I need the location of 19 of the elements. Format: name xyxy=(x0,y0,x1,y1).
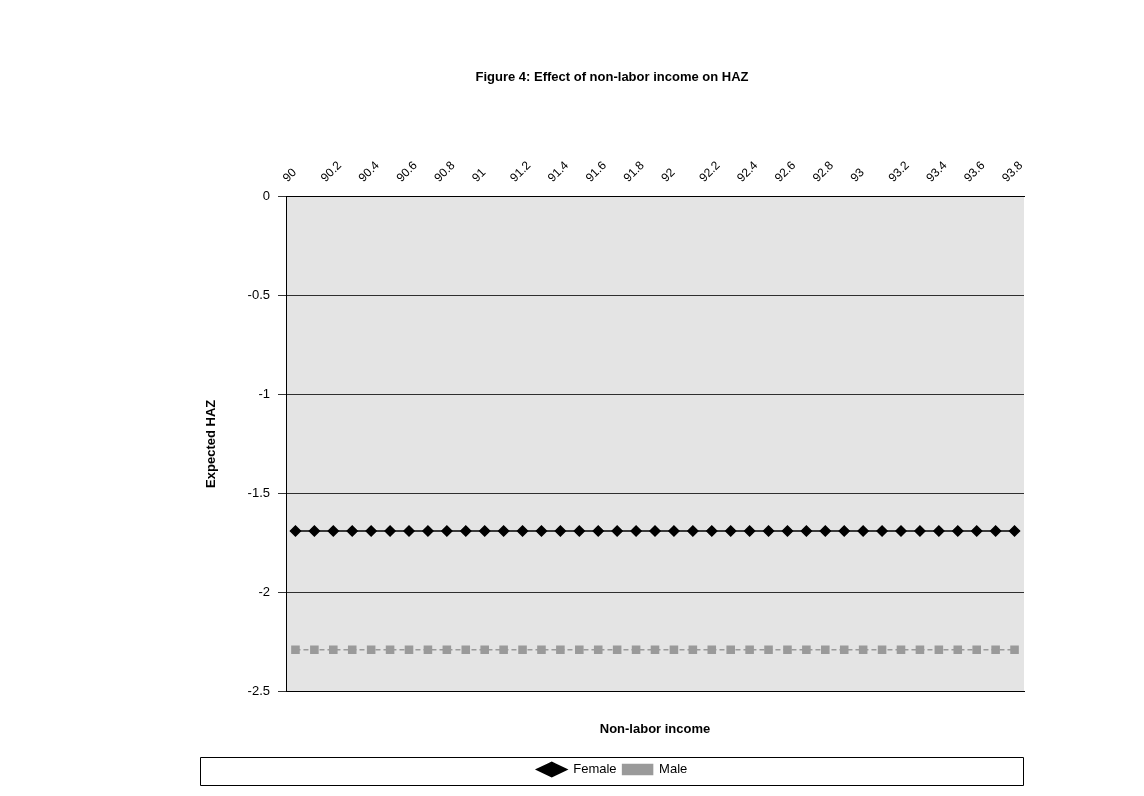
y-tick-label: -2.5 xyxy=(247,682,270,698)
x-axis-title: Non-labor income xyxy=(599,720,711,736)
y-tick-label: -1 xyxy=(258,385,270,401)
x-tick-label: 93.2 xyxy=(885,158,913,185)
x-tick-label: 93 xyxy=(847,165,868,185)
x-tick-label: 90.4 xyxy=(355,158,383,185)
x-tick-label: 91 xyxy=(469,165,489,185)
y-tick-label: -1.5 xyxy=(247,484,270,500)
y-tick-label: -2 xyxy=(258,583,270,599)
y-tick-label: -0.5 xyxy=(247,286,270,302)
y-axis-title: Expected HAZ xyxy=(203,399,219,488)
x-tick-label: 91.8 xyxy=(620,158,648,185)
x-tick-label: 92 xyxy=(658,165,678,185)
chart-title: Figure 4: Effect of non-labor income on HAZ xyxy=(475,69,749,85)
x-tick-label: 90 xyxy=(279,165,300,185)
legend-label: Male xyxy=(659,761,688,777)
legend-label: Female xyxy=(573,761,617,777)
x-tick-label: 90.6 xyxy=(393,158,421,185)
y-tick-label: 0 xyxy=(262,187,270,203)
